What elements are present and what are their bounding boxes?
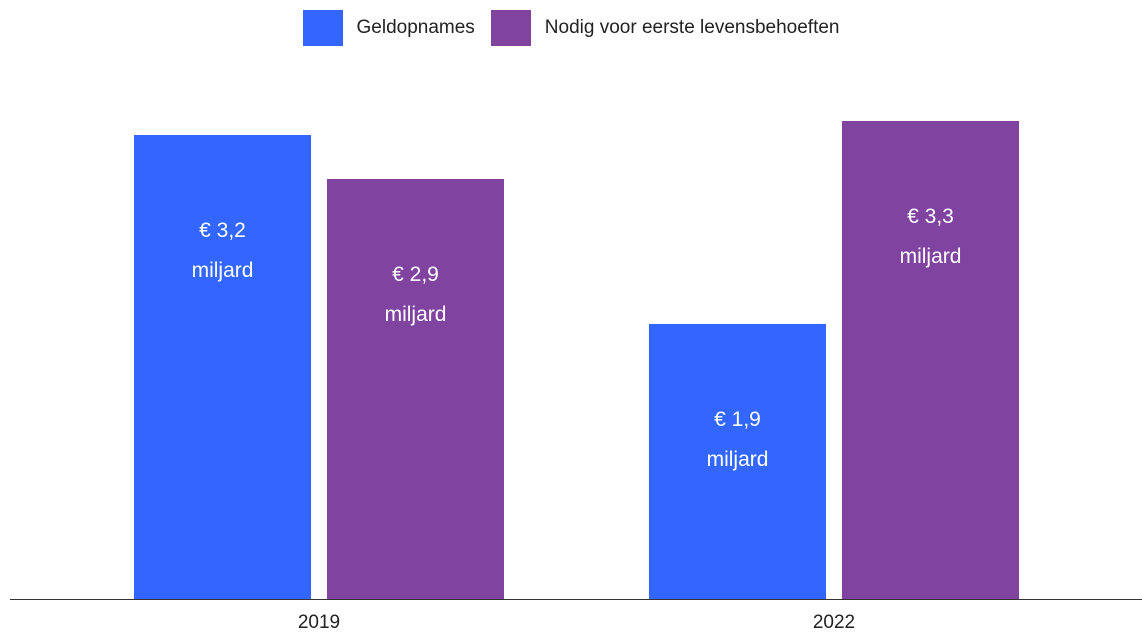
value-label: € 1,9 miljard xyxy=(706,407,769,471)
bar: € 3,3 miljard xyxy=(842,120,1019,599)
legend: Geldopnames Nodig voor eerste levensbehoe… xyxy=(0,10,1142,46)
legend-label: Geldopnames xyxy=(356,17,475,38)
legend-swatch xyxy=(490,10,531,46)
bar: € 2,9 miljard xyxy=(327,178,504,599)
legend-swatch xyxy=(302,10,343,46)
legend-label: Nodig voor eerste levensbehoeften xyxy=(544,17,840,38)
x-tick-label: 2022 xyxy=(812,612,856,633)
legend-item: Nodig voor eerste levensbehoeften xyxy=(490,10,840,46)
x-axis-line xyxy=(10,599,1142,600)
bar: € 1,9 miljard xyxy=(649,323,826,599)
value-label: € 3,3 miljard xyxy=(899,204,962,268)
value-label: € 2,9 miljard xyxy=(384,262,447,326)
x-tick-label: 2019 xyxy=(297,612,341,633)
legend-item: Geldopnames xyxy=(302,10,475,46)
bar: € 3,2 miljard xyxy=(134,135,311,599)
value-label: € 3,2 miljard xyxy=(191,219,254,282)
